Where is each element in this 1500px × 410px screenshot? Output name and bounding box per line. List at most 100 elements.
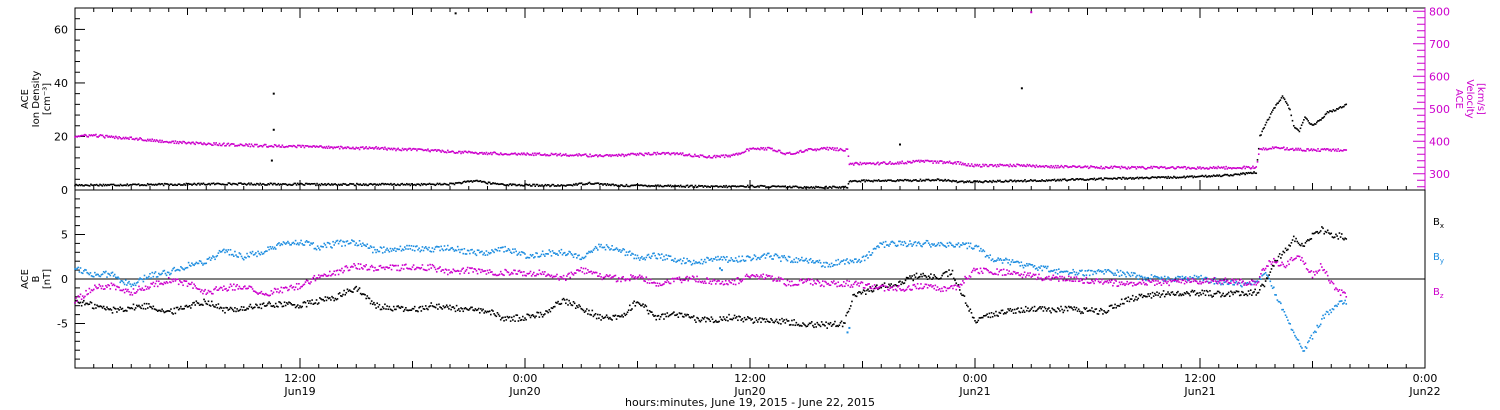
series-Bx-point xyxy=(770,317,772,320)
series-By-point xyxy=(324,244,327,246)
series-By-point xyxy=(1145,279,1147,282)
series-By-point xyxy=(817,261,820,264)
series-s1-point xyxy=(677,153,680,156)
series-s0-point xyxy=(1117,176,1119,179)
series-By-point xyxy=(718,258,720,261)
series-By-point xyxy=(1180,278,1183,280)
series-s1-point xyxy=(801,151,803,153)
series-By-point xyxy=(603,246,606,249)
series-Bx-point xyxy=(257,306,259,309)
series-s1-point xyxy=(900,162,902,165)
series-Bx-point xyxy=(652,313,654,316)
series-s1-point xyxy=(1315,149,1317,152)
series-Bx-point xyxy=(863,290,866,292)
series-By-point xyxy=(535,252,537,254)
series-s1-point xyxy=(576,153,578,156)
series-Bx-point xyxy=(627,309,630,311)
series-s1-point xyxy=(978,163,981,166)
series-s0-point xyxy=(1277,102,1280,104)
series-By-point xyxy=(1054,271,1057,274)
series-s0-point xyxy=(1321,117,1323,120)
series-s1-point xyxy=(600,155,602,157)
series-s0-point xyxy=(1133,178,1135,180)
series-s1-point xyxy=(1181,166,1183,168)
series-s1-point xyxy=(888,162,890,164)
series-s0-point xyxy=(674,184,676,187)
series-Bx-point xyxy=(369,302,372,305)
series-By-point xyxy=(406,244,408,247)
series-By-point xyxy=(1031,264,1034,266)
series-By-point xyxy=(1007,262,1009,264)
series-s0-point xyxy=(536,183,539,186)
series-s1-point xyxy=(79,135,82,137)
series-By-point xyxy=(340,239,342,242)
series-s1-point xyxy=(146,138,149,141)
series-Bx-point xyxy=(521,315,524,318)
series-By-point xyxy=(458,248,460,251)
series-Bz-point xyxy=(130,291,133,294)
series-Bx-point xyxy=(645,305,648,308)
series-s1-point xyxy=(492,151,494,154)
series-s0-point xyxy=(1248,172,1251,174)
series-s0-point xyxy=(1186,175,1189,178)
y2-tick-label: 600 xyxy=(1429,70,1450,83)
series-By-point xyxy=(1333,305,1336,307)
series-Bx-point xyxy=(1225,293,1228,296)
series-By-point xyxy=(735,259,738,262)
series-By-point xyxy=(1026,262,1028,265)
series-By-point xyxy=(799,259,802,261)
series-s0-point xyxy=(344,183,347,185)
series-By-point xyxy=(743,260,746,262)
series-Bx-point xyxy=(96,304,98,307)
series-s1-point xyxy=(354,148,356,150)
series-By-point xyxy=(1133,272,1135,274)
series-s1-point xyxy=(760,146,762,149)
series-s0-point xyxy=(1252,172,1254,175)
series-By-point xyxy=(441,248,444,250)
series-s0-point xyxy=(641,184,643,187)
series-s0-point xyxy=(102,183,105,186)
series-Bx-point xyxy=(1151,291,1154,294)
series-By-point xyxy=(280,243,283,245)
series-s1-point xyxy=(643,154,645,157)
series-Bx-point xyxy=(1174,293,1177,296)
series-Bx-point xyxy=(1071,307,1073,310)
series-s0-point xyxy=(979,181,982,183)
series-Bx-point xyxy=(530,314,533,317)
series-s1-point xyxy=(762,147,765,149)
series-s1-point xyxy=(505,153,508,155)
series-By-point xyxy=(412,245,415,248)
series-s1-point xyxy=(279,146,281,148)
series-s1-point xyxy=(626,153,629,156)
series-By-point xyxy=(1082,274,1084,276)
series-By-point xyxy=(332,240,334,243)
series-By-point xyxy=(595,247,598,249)
series-s0-point xyxy=(545,184,548,187)
series-By-point xyxy=(176,268,179,271)
series-By-point xyxy=(317,247,320,249)
series-Bx-point xyxy=(738,315,740,318)
series-Bx-point xyxy=(78,302,81,304)
series-Bx-point xyxy=(1162,290,1165,292)
series-By-point xyxy=(766,252,769,255)
series-By-point xyxy=(285,242,288,244)
series-s0-point xyxy=(1092,178,1094,181)
series-By-point xyxy=(1256,280,1259,282)
series-s1-point xyxy=(310,145,312,148)
series-By-point xyxy=(732,260,735,262)
series-By-point xyxy=(541,250,544,253)
series-s0-point xyxy=(245,184,248,186)
series-By-point xyxy=(240,255,243,258)
series-By-point xyxy=(137,281,139,283)
series-Bx-point xyxy=(491,309,493,311)
series-s1-point xyxy=(695,155,697,157)
series-Bz-point xyxy=(121,289,124,292)
series-By-point xyxy=(1009,263,1012,266)
series-s1-point xyxy=(453,152,456,154)
series-Bx-point xyxy=(919,275,921,278)
series-s1-point xyxy=(1221,167,1224,169)
series-By-point xyxy=(637,257,640,259)
series-s1-point xyxy=(1109,166,1112,169)
series-s1-point xyxy=(1143,167,1146,170)
series-By-point xyxy=(427,248,429,251)
